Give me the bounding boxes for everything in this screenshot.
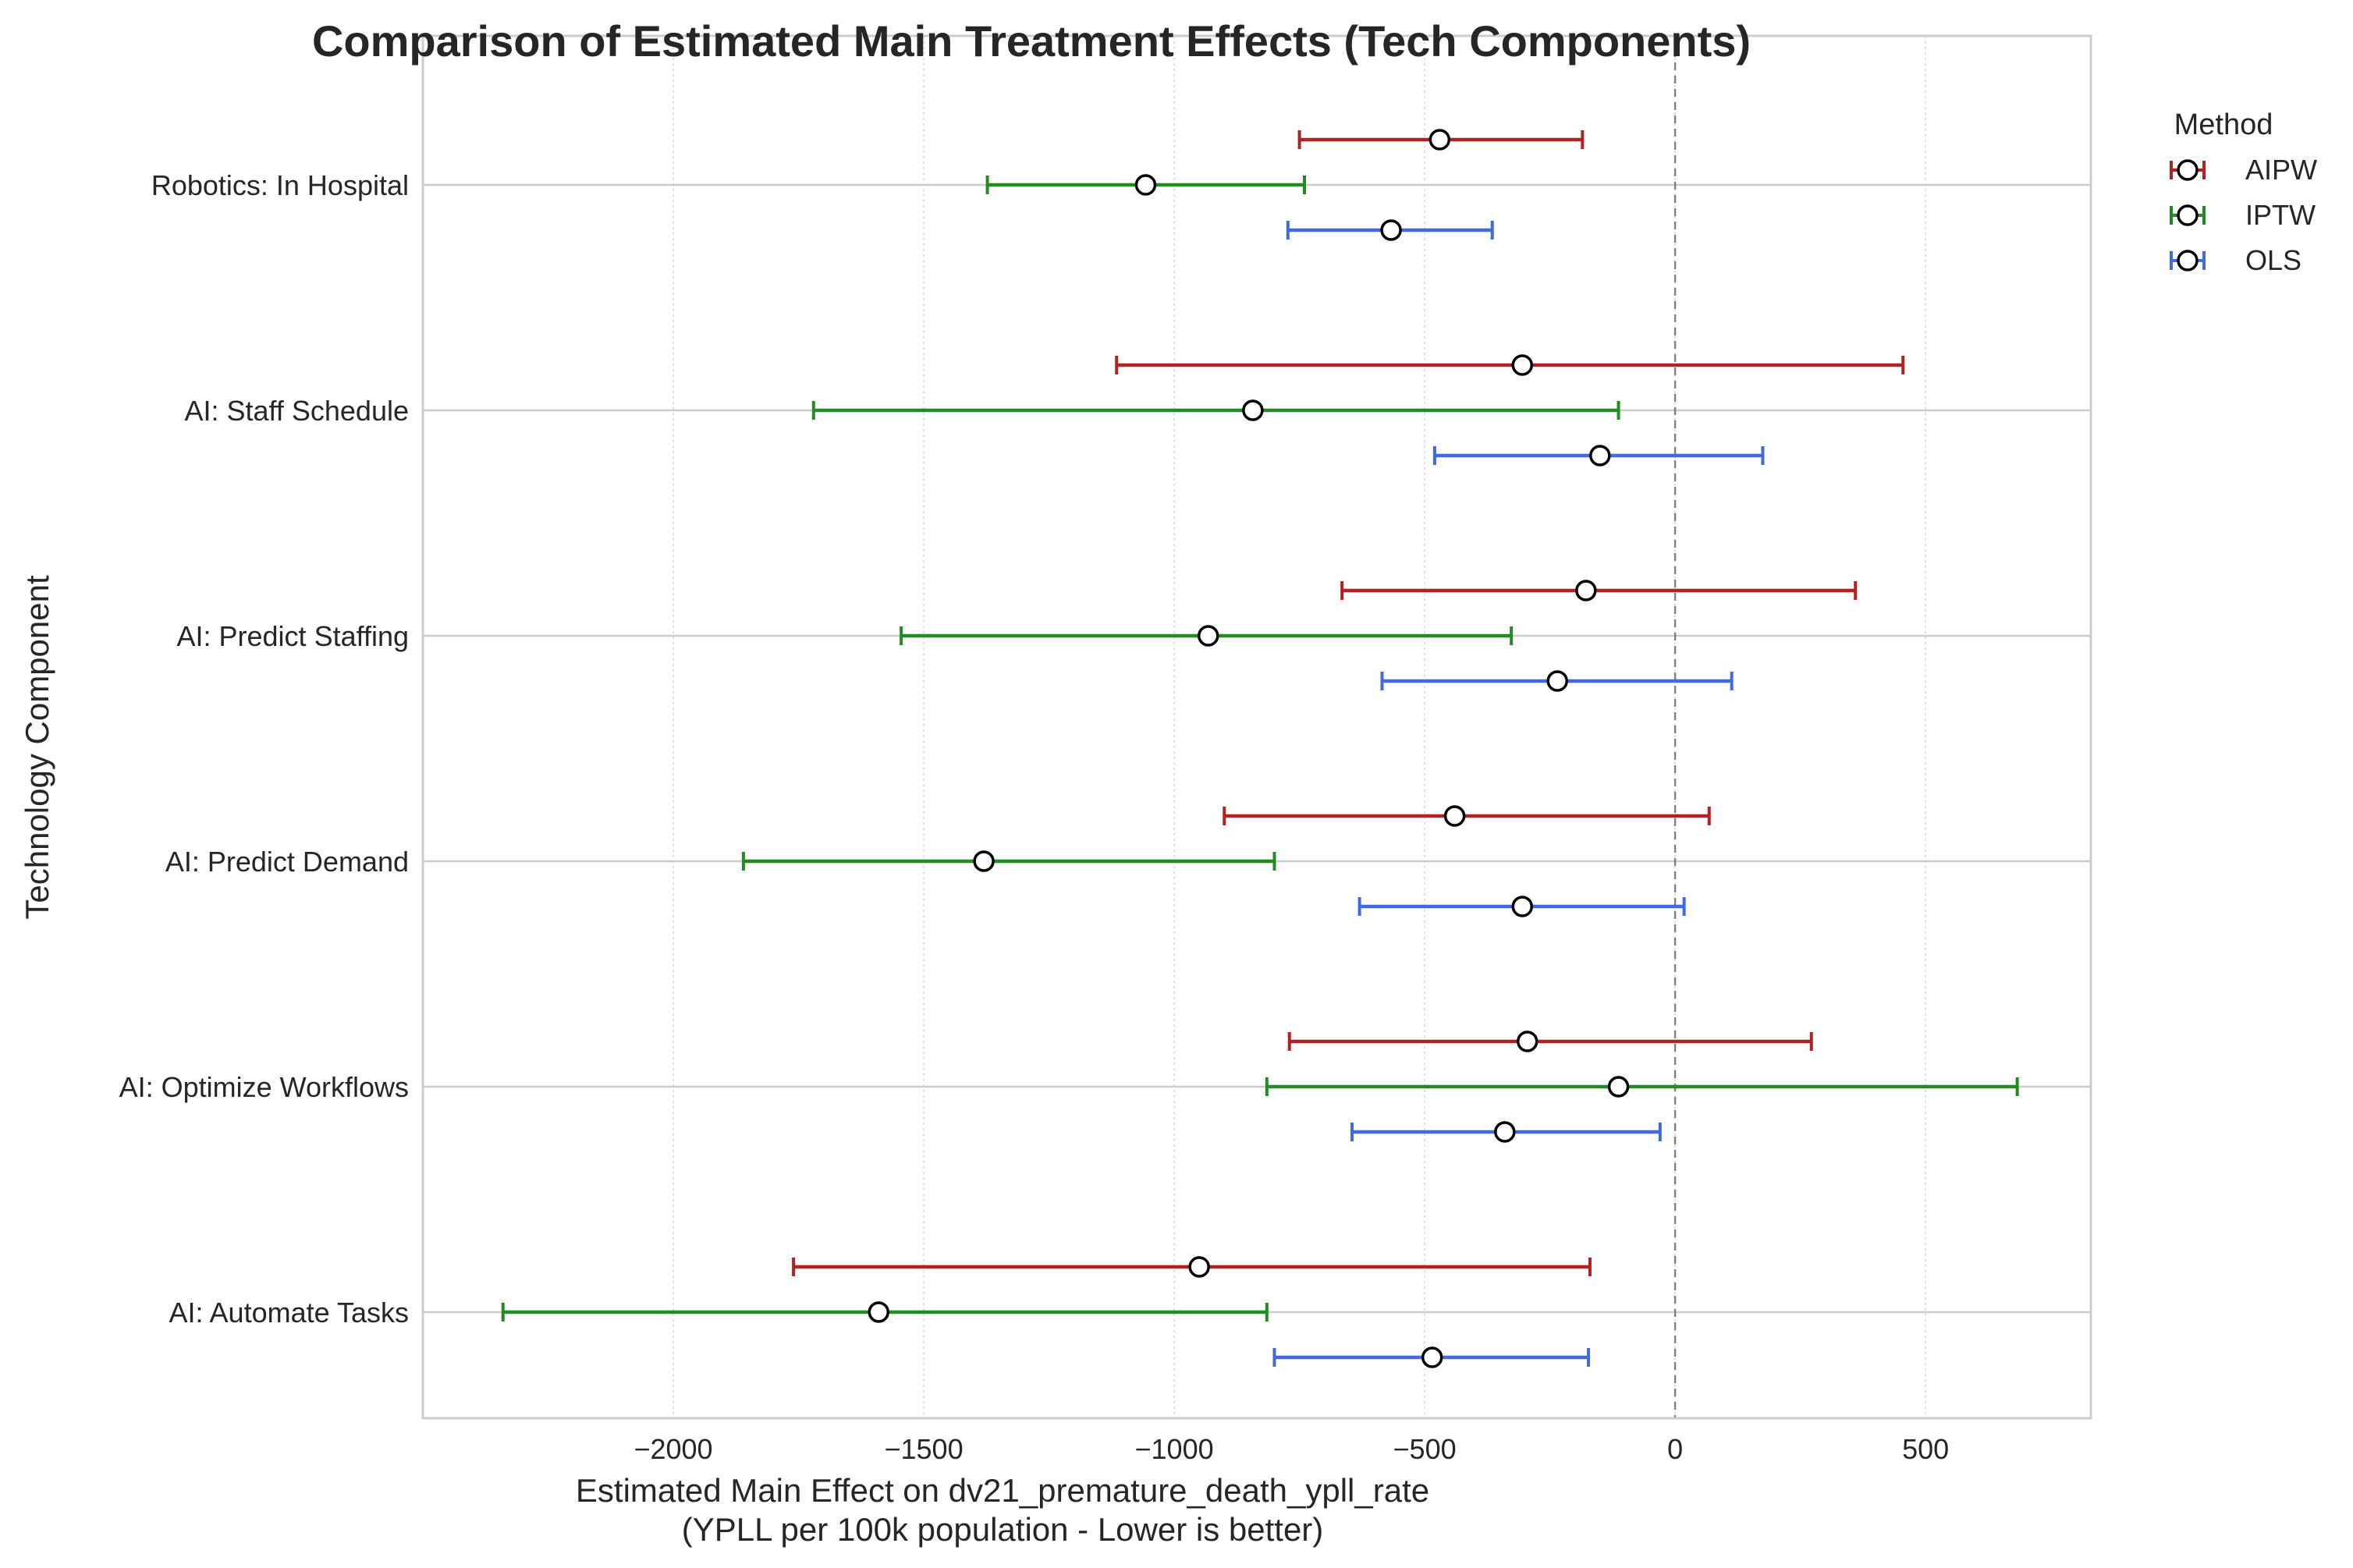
point-estimate	[973, 850, 995, 872]
point-estimate	[1511, 354, 1534, 376]
legend-item-aipw: AIPW	[2170, 154, 2317, 186]
point-estimate	[1188, 1256, 1210, 1278]
plot-frame	[421, 34, 2092, 1420]
y-tick-label: AI: Predict Staffing	[177, 620, 410, 652]
point-estimate	[1428, 129, 1451, 151]
ticks: −2000 −1500 −1000 −500 0 500 Robotics: In Hosp…	[119, 169, 1950, 1465]
point-estimate	[1242, 399, 1264, 421]
x-tick-label: 0	[1667, 1433, 1683, 1465]
y-tick-label: AI: Staff Schedule	[184, 395, 409, 427]
x-tick-label: −500	[1393, 1433, 1457, 1465]
legend-marker	[2177, 250, 2199, 271]
x-tick-label: −1000	[1135, 1433, 1214, 1465]
legend-title: Method	[2174, 108, 2273, 141]
series-ols	[1272, 219, 1765, 1368]
point-estimate	[868, 1301, 890, 1323]
legend-label: AIPW	[2245, 154, 2317, 186]
legend: Method AIPW IPTW OLS	[2170, 108, 2317, 276]
x-tick-label: −2000	[634, 1433, 712, 1465]
legend-label: IPTW	[2245, 199, 2316, 231]
x-tick-label: −1500	[884, 1433, 963, 1465]
point-estimate	[1546, 670, 1568, 692]
series-aipw	[792, 129, 1905, 1278]
point-estimate	[1494, 1121, 1516, 1143]
point-estimate	[1134, 174, 1157, 196]
y-tick-label: AI: Optimize Workflows	[119, 1071, 409, 1103]
point-estimate	[1421, 1346, 1443, 1368]
y-tick-label: AI: Predict Demand	[165, 846, 409, 878]
legend-label: OLS	[2245, 244, 2302, 276]
point-estimate	[1607, 1076, 1630, 1098]
point-estimate	[1511, 896, 1534, 917]
legend-item-ols: OLS	[2170, 244, 2302, 276]
series-iptw	[501, 174, 2019, 1323]
y-tick-label: Robotics: In Hospital	[151, 169, 409, 201]
x-axis-label-line2: (YPLL per 100k population - Lower is bet…	[682, 1511, 1324, 1548]
point-estimate	[1380, 219, 1402, 241]
point-estimate	[1516, 1031, 1538, 1052]
x-axis-label-line1: Estimated Main Effect on dv21_premature_…	[576, 1472, 1429, 1509]
legend-marker	[2177, 204, 2199, 226]
chart-title: Comparison of Estimated Main Treatment E…	[312, 16, 1751, 66]
point-estimate	[1575, 580, 1597, 601]
data-series	[501, 129, 2019, 1368]
x-tick-label: 500	[1902, 1433, 1949, 1465]
point-estimate	[1197, 625, 1219, 647]
point-estimate	[1589, 445, 1611, 466]
y-tick-label: AI: Automate Tasks	[169, 1297, 410, 1329]
y-axis-label: Technology Component	[19, 575, 55, 920]
legend-item-iptw: IPTW	[2170, 199, 2316, 231]
legend-marker	[2177, 159, 2199, 181]
point-estimate	[1443, 805, 1466, 827]
